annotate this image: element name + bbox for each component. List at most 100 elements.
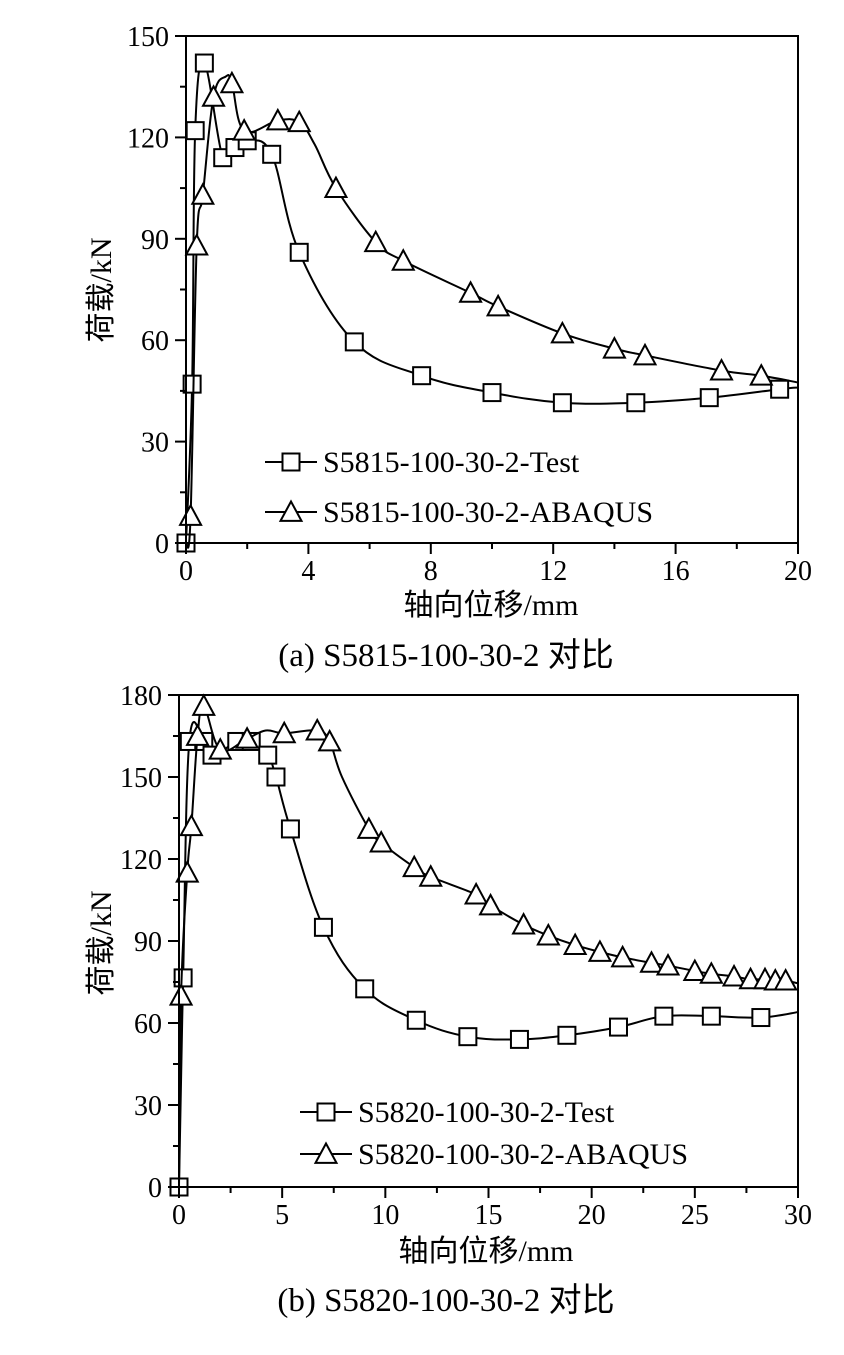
chart-b-series-1-point-3: [185, 723, 210, 746]
chart-b-series-1-point-20: [610, 944, 635, 968]
chart-a-series-1-point-17: [749, 363, 774, 386]
chart-b-legend-label-1: S5820-100-30-2-ABAQUS: [358, 1138, 688, 1171]
chart-b-series-0-point-9: [280, 819, 300, 839]
chart-a-legend-label-1: S5815-100-30-2-ABAQUS: [323, 496, 653, 529]
chart-b-series-1-point-13: [418, 864, 443, 887]
chart-b-series-1-point-0: [168, 983, 194, 1006]
chart-b-series-1-point-10: [356, 816, 382, 839]
chart-b-y-tick-label-4: 120: [120, 845, 162, 876]
chart-a-series-1-point-7: [287, 109, 312, 133]
chart-a-series-0-point-7: [262, 144, 282, 164]
chart-a-series-0-point-13: [626, 393, 646, 413]
chart-a-x-tick-label-1: 4: [301, 556, 315, 587]
chart-a-series-0-point-14: [699, 388, 719, 408]
chart-b-series-0-point-10: [313, 917, 333, 937]
chart-a-y-axis-label: 荷载/kN: [85, 238, 118, 343]
chart-b-series-1-point-29: [773, 968, 798, 991]
chart-b-series-1-point-16: [511, 911, 536, 935]
chart-b-series-0-point-15: [557, 1025, 577, 1045]
chart-a-series-1-point-9: [363, 229, 388, 253]
chart-b-legend-marker-0: [316, 1102, 336, 1122]
chart-b-series-1-point-22: [655, 952, 681, 976]
chart-b-series-1-point-17: [536, 922, 561, 946]
chart-a-series-1-point-10: [391, 248, 416, 271]
chart-a-x-axis-label: 轴向位移/mm: [403, 589, 578, 622]
chart-a-series-1-point-6: [265, 107, 290, 131]
chart-a-legend-marker-0: [281, 452, 301, 472]
chart-b-series-1-point-25: [721, 963, 747, 987]
chart-a-series-1-point-2: [190, 182, 216, 205]
chart-b-series-1-point-12: [402, 854, 427, 878]
chart-a-series-1-point-13: [550, 320, 575, 344]
chart-a-x-tick-label-0: 0: [179, 556, 193, 587]
chart-a-x-tick-label-2: 8: [424, 556, 438, 587]
chart-b-series-1-point-9: [317, 728, 342, 752]
chart-a: 0 4 8 12 16 20 0 30 60 90 120 150 S5815-100-30-2-Te…: [85, 22, 812, 674]
chart-a-legend-marker-1: [278, 499, 304, 522]
chart-a-x-tick-label-3: 12: [539, 556, 567, 587]
chart-b-series-1-point-11: [369, 829, 394, 853]
chart-a-y-tick-label-4: 120: [127, 123, 169, 154]
chart-a-series-1-point-11: [458, 280, 483, 303]
chart-b-series-1-point-1: [175, 860, 200, 883]
chart-b-series-1-point-7: [272, 720, 297, 744]
chart-a-y-tick-label-3: 90: [141, 225, 169, 256]
chart-b-caption: (b) S5820-100-30-2 对比: [277, 1282, 614, 1319]
chart-b-series-1-point-8: [305, 717, 330, 741]
chart-a-series-0-point-3: [194, 53, 214, 73]
chart-b-series-1-point-18: [562, 932, 588, 956]
chart-b-series-1-point-4: [191, 693, 216, 716]
chart-a-legend: S5815-100-30-2-Test S5815-100-30-2-ABAQUS: [265, 446, 653, 529]
chart-a-series-1-point-12: [485, 293, 511, 317]
chart-b-x-tick-label-6: 30: [784, 1200, 812, 1231]
chart-b-series-0-point-8: [266, 767, 286, 787]
chart-a-series-1-point-3: [201, 84, 226, 107]
chart-a-y-tick-label-1: 30: [141, 428, 169, 459]
chart-b-series-0-point-17: [654, 1006, 674, 1026]
chart-b-legend: S5820-100-30-2-Test S5820-100-30-2-ABAQUS: [300, 1096, 688, 1171]
chart-b-series-1-point-24: [699, 961, 724, 984]
chart-b-x-tick-label-1: 5: [275, 1200, 289, 1231]
chart-a-series: [176, 53, 799, 553]
chart-b-series-1-point-5: [208, 737, 233, 760]
chart-a-series-1-point-0: [178, 503, 203, 526]
chart-b-series-0-point-19: [751, 1008, 771, 1028]
chart-b-series-1-point-19: [587, 939, 613, 962]
chart-a-y-tick-label-0: 0: [155, 529, 169, 560]
chart-b-series-0-point-13: [458, 1027, 478, 1047]
chart-a-x-tick-label-5: 20: [784, 556, 812, 587]
chart-a-y-tick-label-5: 150: [127, 22, 169, 53]
chart-b-series-0-point-7: [258, 745, 278, 765]
chart-b-series-0-point-16: [608, 1017, 628, 1037]
chart-a-series-1-point-8: [323, 175, 349, 199]
chart-b-series-1-point-6: [234, 726, 260, 749]
chart-b-x-tick-label-3: 15: [475, 1200, 503, 1231]
chart-b-series-0-point-14: [509, 1029, 529, 1049]
chart-b-y-axis-label: 荷载/kN: [85, 891, 118, 996]
chart-b-series-1-point-2: [179, 813, 204, 837]
chart-a-series-0-point-15: [770, 379, 790, 399]
chart-a-series-0-point-12: [552, 393, 572, 413]
chart-a-series-1-point-1: [184, 232, 209, 256]
chart-a-caption: (a) S5815-100-30-2 对比: [278, 637, 613, 674]
chart-b-series-1-point-23: [682, 958, 708, 981]
chart-b-y-tick-label-3: 90: [134, 927, 162, 958]
chart-a-axes: 0 4 8 12 16 20 0 30 60 90 120 150: [127, 22, 812, 587]
chart-b-series-0-point-1: [173, 968, 193, 988]
chart-b-series-1-point-15: [478, 892, 503, 916]
chart-a-series-1-point-15: [632, 342, 658, 366]
chart-b-x-tick-label-4: 20: [578, 1200, 606, 1231]
chart-b-legend-marker-1: [313, 1141, 339, 1164]
chart-a-series-0-point-1: [182, 374, 202, 394]
chart-b: 0 5 10 15 20 25 30 0 30 60 90 120 150 180 S5820-100-3…: [85, 681, 812, 1319]
chart-a-x-tick-label-4: 16: [662, 556, 690, 587]
chart-b-y-tick-label-5: 150: [120, 763, 162, 794]
chart-b-y-tick-label-0: 0: [148, 1173, 162, 1204]
chart-a-series-1-point-16: [709, 358, 734, 381]
chart-a-series-0-point-10: [412, 366, 432, 386]
chart-b-series-0-point-11: [355, 979, 375, 999]
chart-b-axes: 0 5 10 15 20 25 30 0 30 60 90 120 150 180: [120, 681, 812, 1231]
chart-b-y-tick-label-1: 30: [134, 1091, 162, 1122]
chart-b-y-tick-label-6: 180: [120, 681, 162, 712]
